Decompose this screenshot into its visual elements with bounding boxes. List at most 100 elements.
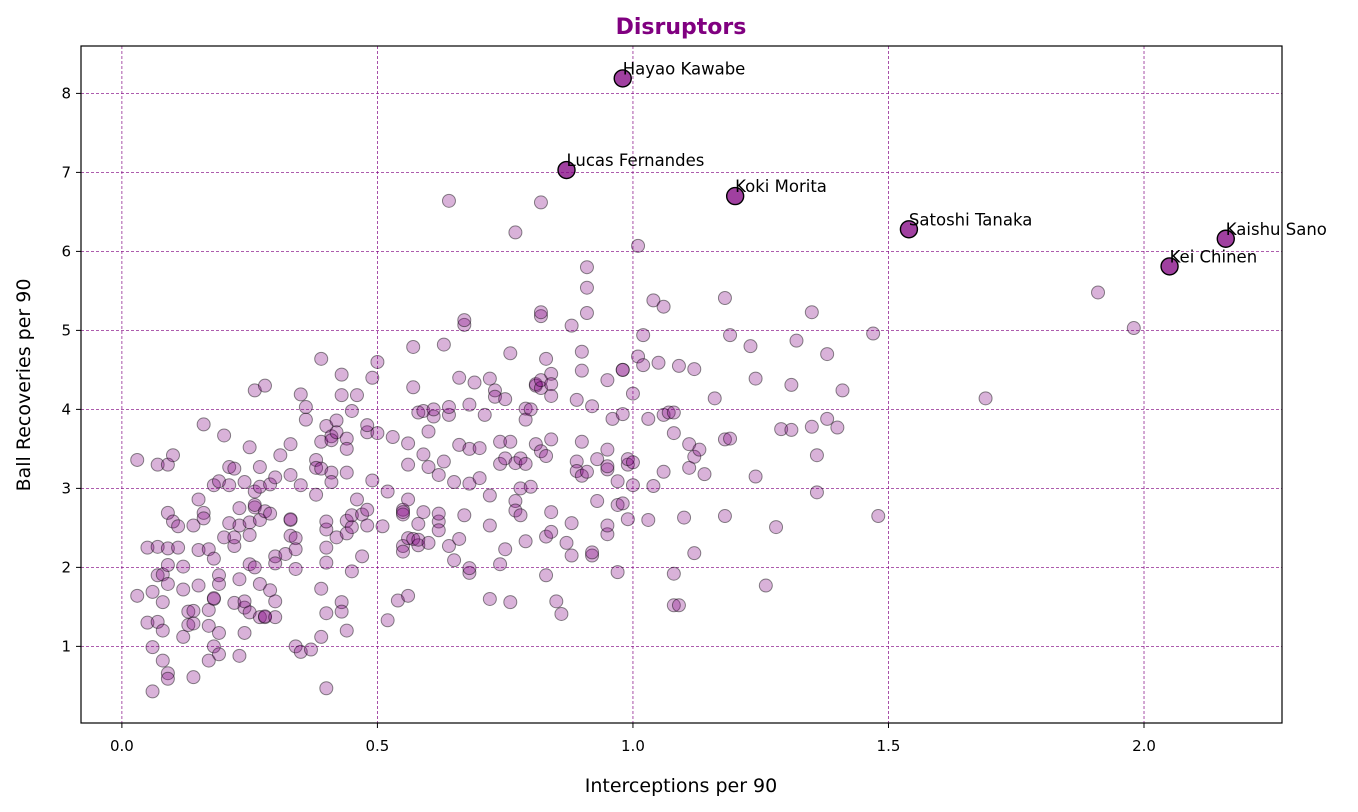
data-point	[436, 454, 451, 469]
data-point	[431, 506, 446, 521]
y-tick-label: 4	[61, 400, 71, 418]
data-point	[513, 508, 528, 523]
data-point	[360, 425, 375, 440]
y-tick-label: 2	[61, 558, 71, 576]
data-point	[196, 417, 211, 432]
data-point	[436, 337, 451, 352]
data-point	[579, 464, 594, 479]
data-point	[206, 551, 221, 566]
data-point	[431, 467, 446, 482]
data-point	[564, 318, 579, 333]
data-point	[769, 520, 784, 535]
data-point	[600, 462, 615, 477]
data-point	[809, 485, 824, 500]
data-point	[339, 526, 354, 541]
data-point	[360, 502, 375, 517]
data-point	[1091, 285, 1106, 300]
data-point	[201, 653, 216, 668]
data-point	[544, 432, 559, 447]
data-point	[237, 600, 252, 615]
data-point	[697, 467, 712, 482]
data-point	[380, 484, 395, 499]
data-point	[569, 392, 584, 407]
data-point	[293, 644, 308, 659]
data-point	[324, 429, 339, 444]
data-point	[564, 516, 579, 531]
data-point	[406, 531, 421, 546]
data-point	[319, 514, 334, 529]
data-point	[222, 478, 237, 493]
data-point	[416, 403, 431, 418]
x-tick-label: 1.0	[621, 737, 645, 755]
data-point	[278, 546, 293, 561]
data-point	[518, 534, 533, 549]
data-point	[252, 460, 267, 475]
data-point	[544, 505, 559, 520]
data-point	[636, 358, 651, 373]
y-tick-label: 1	[61, 637, 71, 655]
data-point	[211, 647, 226, 662]
data-point	[452, 531, 467, 546]
data-point	[145, 684, 160, 699]
data-point	[615, 362, 630, 377]
data-point	[723, 431, 738, 446]
data-point	[145, 584, 160, 599]
data-point	[462, 561, 477, 576]
data-point	[257, 378, 272, 393]
data-point	[406, 339, 421, 354]
data-point	[871, 509, 886, 524]
data-point	[395, 544, 410, 559]
data-point	[390, 593, 405, 608]
data-point	[748, 371, 763, 386]
data-point	[600, 442, 615, 457]
data-point	[268, 610, 283, 625]
data-point	[625, 386, 640, 401]
data-point	[574, 363, 589, 378]
data-point	[830, 420, 845, 435]
data-point	[191, 492, 206, 507]
data-point	[523, 479, 538, 494]
data-point	[252, 610, 267, 625]
data-point	[533, 381, 548, 396]
data-point	[513, 451, 528, 466]
data-point	[247, 484, 262, 499]
data-point	[283, 467, 298, 482]
data-point	[349, 388, 364, 403]
x-axis-label: Interceptions per 90	[585, 775, 778, 797]
data-point	[544, 524, 559, 539]
data-point	[441, 407, 456, 422]
data-point	[641, 411, 656, 426]
data-point	[661, 405, 676, 420]
data-point	[477, 407, 492, 422]
y-tick-label: 8	[61, 84, 71, 102]
data-point	[503, 595, 518, 610]
plot-frame	[80, 45, 1283, 724]
data-point	[181, 604, 196, 619]
point-annotation: Lucas Fernandes	[567, 151, 705, 170]
data-point	[426, 409, 441, 424]
data-point	[539, 448, 554, 463]
data-point	[395, 502, 410, 517]
data-point	[201, 618, 216, 633]
data-point	[743, 339, 758, 354]
data-point	[498, 392, 513, 407]
data-point	[314, 434, 329, 449]
data-point	[329, 530, 344, 545]
data-point	[334, 388, 349, 403]
data-point	[503, 346, 518, 361]
data-point	[201, 542, 216, 557]
point-annotation: Hayao Kawabe	[623, 59, 746, 78]
data-point	[528, 378, 543, 393]
data-point	[590, 452, 605, 467]
data-point	[227, 539, 242, 554]
data-point	[564, 548, 579, 563]
data-point	[303, 642, 318, 657]
data-point	[625, 478, 640, 493]
data-point	[610, 565, 625, 580]
data-point	[615, 407, 630, 422]
data-point	[462, 397, 477, 412]
data-point	[682, 437, 697, 452]
data-point	[411, 516, 426, 531]
data-point	[339, 431, 354, 446]
data-point	[574, 344, 589, 359]
